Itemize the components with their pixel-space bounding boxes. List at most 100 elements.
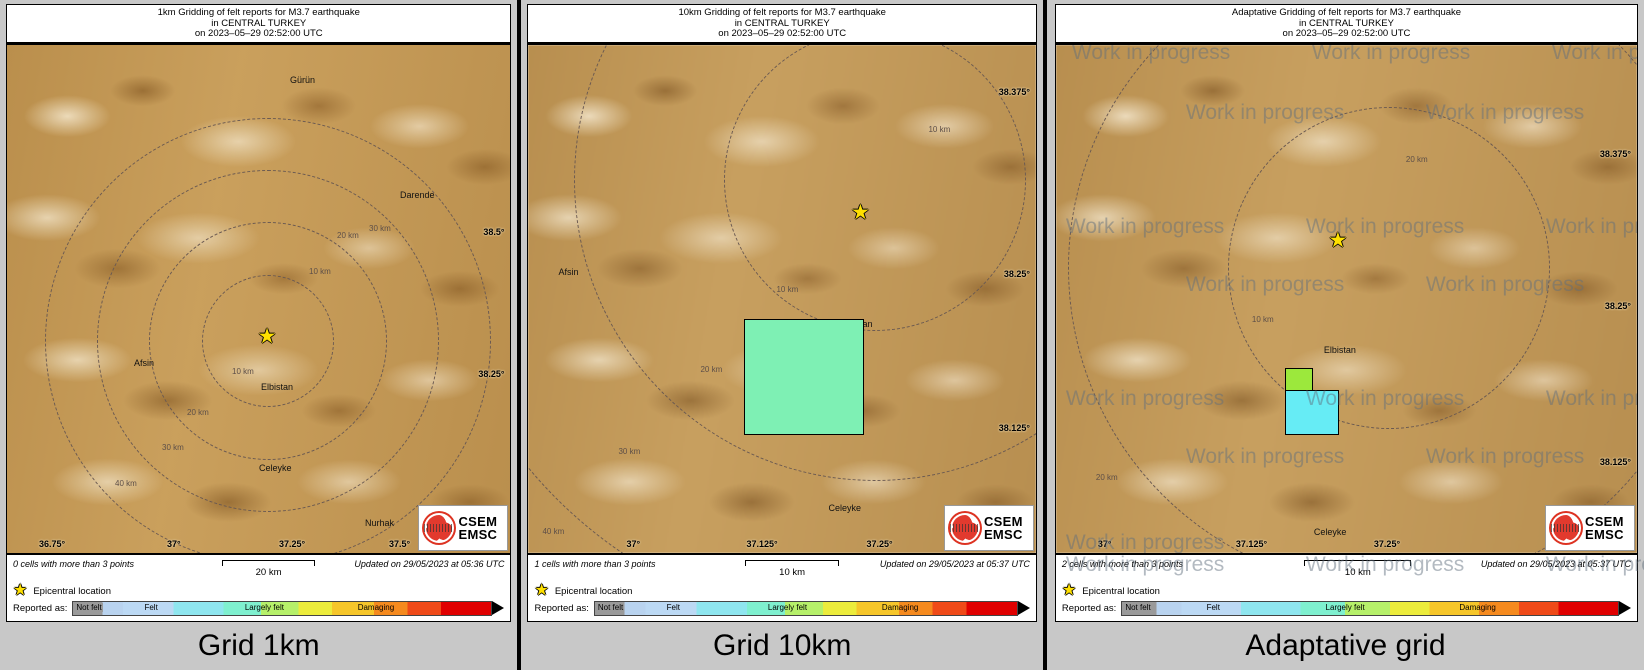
panel-title: 1km Gridding of felt reports for M3.7 ea…: [7, 5, 511, 42]
ring-label-20km-w: 20 km: [700, 364, 723, 374]
logo-line-2: EMSC: [1585, 526, 1624, 542]
city-nurhak: Nurhak: [365, 517, 395, 528]
epicentre-star: ★: [257, 324, 277, 348]
ring-label-40km-sw: 40 km: [115, 478, 137, 488]
map-footer: 2 cells with more than 3 points 10 km Up…: [1055, 553, 1644, 621]
logo-line-2: EMSC: [983, 526, 1023, 542]
legend-felt: Felt: [666, 602, 680, 612]
map-card: 10km Gridding of felt reports for M3.7 e…: [527, 4, 1037, 622]
epicentre-legend-label: Epicentral location: [33, 585, 111, 597]
logo-line-2: EMSC: [458, 526, 498, 542]
legend-largely-felt: Largely felt: [244, 602, 284, 612]
panel-title: 10km Gridding of felt reports for M3.7 e…: [528, 5, 1036, 42]
ring-label-10km: 10 km: [309, 266, 331, 276]
terrain-relief: [1055, 44, 1638, 553]
legend-damaging: Damaging: [881, 602, 919, 612]
lon-tick-37-125: 37.125°: [746, 538, 778, 549]
legend-damaging: Damaging: [1459, 602, 1496, 612]
lat-tick-38-375: 38.375°: [998, 86, 1030, 97]
epicentre-star-icon: ★: [13, 582, 28, 600]
panel-divider-2: [1042, 0, 1047, 670]
lon-tick-37-25: 37.25°: [866, 538, 893, 549]
terrain-relief: [528, 44, 1036, 553]
map-canvas[interactable]: 10 km 10 km 20 km 30 km 40 km Afsin Elbi…: [528, 41, 1036, 555]
csem-emsc-logo: CSEM EMSC: [1545, 504, 1636, 551]
epicentre-star: ★: [1328, 228, 1348, 252]
csem-emsc-logo: CSEM EMSC: [943, 504, 1034, 551]
city-elbistan: Elbistan: [1323, 344, 1356, 355]
ring-label-10km: 10 km: [1251, 314, 1274, 324]
reported-as-label: Reported as:: [1061, 602, 1117, 614]
legend-not-felt: Not felt: [75, 602, 103, 612]
ring-label-30km-w: 30 km: [618, 446, 641, 456]
panel-caption: Grid 10km: [521, 621, 1043, 670]
panel-adaptative-grid: Adaptative Gridding of felt reports for …: [1046, 0, 1644, 670]
scale-arrow-icon: [492, 600, 505, 615]
ring-label-20km-sw: 20 km: [187, 407, 209, 417]
lon-tick-37-125: 37.125°: [1235, 538, 1268, 549]
cells-note: 1 cells with more than 3 points: [534, 558, 656, 569]
legend-not-felt: Not felt: [1124, 602, 1152, 612]
scale-bar-label: 10 km: [779, 566, 806, 578]
intensity-gradient: Not felt Felt Largely felt Damaging: [1121, 600, 1620, 616]
grid-cell-largely-felt[interactable]: [744, 318, 865, 435]
lon-tick-37: 37°: [626, 538, 641, 549]
lon-tick-37: 37°: [167, 538, 181, 549]
lon-tick-37-25: 37.25°: [1373, 538, 1401, 549]
terrain-relief: [7, 44, 511, 553]
intensity-scale[interactable]: Not felt Felt Largely felt Damaging: [593, 600, 1030, 616]
epicentre-legend-label: Epicentral location: [1082, 585, 1160, 597]
map-canvas[interactable]: 20 km 10 km 20 km Elbistan Celeyke 38.37…: [1055, 41, 1638, 555]
scale-bar-label: 20 km: [255, 566, 282, 578]
title-line-3: on 2023–05–29 02:52:00 UTC: [194, 28, 323, 40]
ring-label-10km-w: 10 km: [776, 284, 799, 294]
intensity-gradient: Not felt Felt Largely felt Damaging: [72, 600, 493, 616]
map-canvas[interactable]: 10 km 20 km 30 km 10 km 20 km 30 km 40 k…: [7, 41, 511, 555]
grid-cell-felt-large[interactable]: [1284, 389, 1339, 435]
grid-cell-felt-small[interactable]: [1284, 367, 1313, 392]
lon-tick-36-75: 36.75°: [39, 538, 66, 549]
scale-bar-label: 10 km: [1344, 566, 1371, 578]
title-line-1: 1km Gridding of felt reports for M3.7 ea…: [157, 7, 360, 18]
panel-grid-10km: 10km Gridding of felt reports for M3.7 e…: [521, 0, 1043, 670]
lat-tick-38-375: 38.375°: [1599, 148, 1632, 159]
ring-label-20km: 20 km: [1405, 154, 1428, 164]
scale-bar: 10 km: [1278, 559, 1437, 578]
globe-icon: [947, 510, 982, 545]
city-celeyke: Celeyke: [1313, 526, 1347, 537]
scale-arrow-icon: [1619, 600, 1632, 615]
updated-text: Updated on 29/05/2023 at 05:37 UTC: [879, 558, 1030, 569]
city-celeyke: Celeyke: [259, 462, 292, 473]
csem-emsc-logo: CSEM EMSC: [418, 504, 509, 551]
panel-grid-1km: 1km Gridding of felt reports for M3.7 ea…: [0, 0, 518, 670]
lon-tick-37-5: 37.5°: [389, 538, 411, 549]
lat-tick-38-125: 38.125°: [1599, 456, 1632, 467]
intensity-scale[interactable]: Not felt Felt Largely felt Damaging: [72, 600, 505, 616]
legend-felt: Felt: [144, 602, 158, 612]
panel-divider-1: [517, 0, 522, 670]
ring-label-30km-sw: 30 km: [162, 442, 184, 452]
logo-line-1: CSEM: [458, 513, 498, 529]
lat-tick-38-25: 38.25°: [1604, 300, 1632, 311]
title-line-3: on 2023–05–29 02:52:00 UTC: [1282, 28, 1411, 40]
legend-damaging: Damaging: [357, 602, 395, 612]
intensity-scale[interactable]: Not felt Felt Largely felt Damaging: [1121, 600, 1632, 616]
scale-bar: 20 km: [200, 559, 338, 578]
logo-line-1: CSEM: [1585, 513, 1624, 529]
lon-tick-37: 37°: [1097, 538, 1112, 549]
cells-note: 0 cells with more than 3 points: [13, 558, 135, 569]
scale-bar-bracket: [745, 559, 839, 566]
ring-label-30km: 30 km: [369, 223, 391, 233]
logo-line-1: CSEM: [983, 513, 1023, 529]
city-celeyke: Celeyke: [828, 502, 861, 513]
scale-arrow-icon: [1017, 600, 1030, 615]
title-line-2: in CENTRAL TURKEY: [211, 17, 307, 29]
lon-tick-37-25: 37.25°: [279, 538, 306, 549]
city-elbistan: Elbistan: [261, 381, 294, 392]
map-footer: 0 cells with more than 3 points 20 km Up…: [7, 554, 511, 621]
epicentre-legend-label: Epicentral location: [554, 585, 633, 597]
map-card: Adaptative Gridding of felt reports for …: [1054, 4, 1644, 622]
logo-text: CSEM EMSC: [984, 515, 1023, 541]
epicentre-star: ★: [851, 200, 870, 224]
